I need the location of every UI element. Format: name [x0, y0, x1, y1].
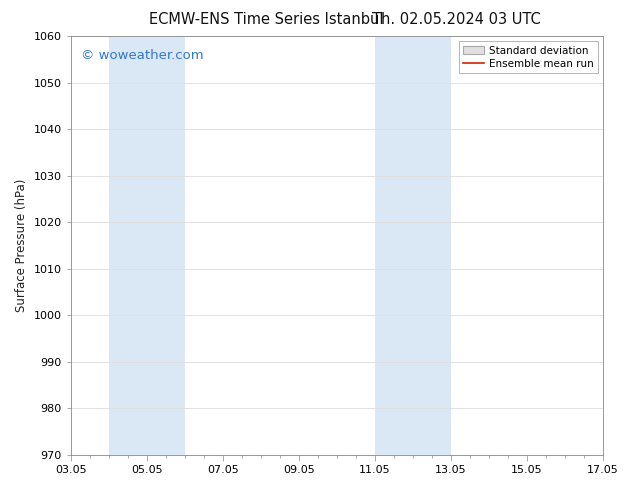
Legend: Standard deviation, Ensemble mean run: Standard deviation, Ensemble mean run — [459, 41, 598, 73]
Y-axis label: Surface Pressure (hPa): Surface Pressure (hPa) — [15, 179, 28, 312]
Bar — [109, 36, 184, 455]
Bar — [375, 36, 451, 455]
Text: © woweather.com: © woweather.com — [81, 49, 204, 62]
Text: Th. 02.05.2024 03 UTC: Th. 02.05.2024 03 UTC — [372, 12, 541, 27]
Text: ECMW-ENS Time Series Istanbul: ECMW-ENS Time Series Istanbul — [149, 12, 384, 27]
